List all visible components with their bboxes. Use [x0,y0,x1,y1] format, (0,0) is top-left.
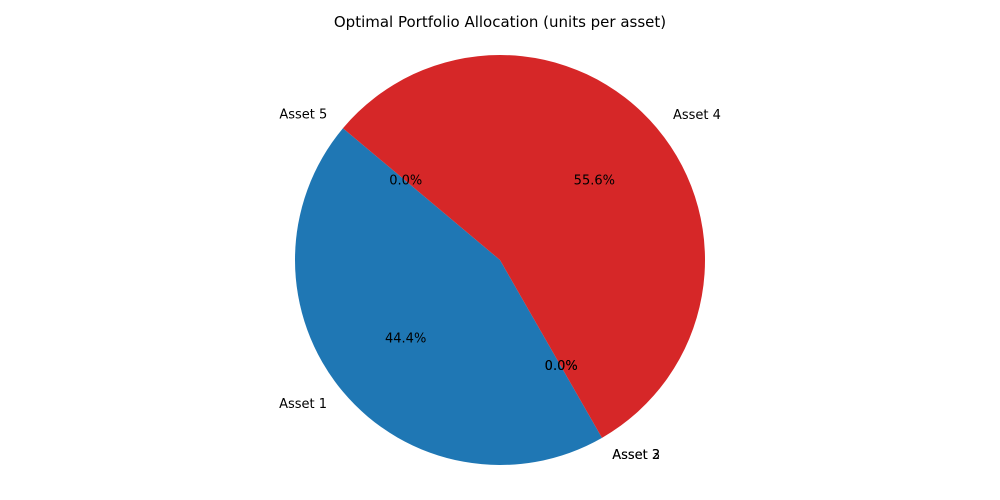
pie-slice-4 [342,54,705,438]
slice-percent-5: 0.0% [389,173,422,188]
chart-title: Optimal Portfolio Allocation (units per … [334,13,666,31]
slice-label-5: Asset 5 [279,108,327,123]
slice-percent-4: 55.6% [574,174,615,189]
slice-label-1: Asset 1 [279,397,327,412]
slice-percent-3: 0.0% [545,359,578,374]
slice-label-3: Asset 3 [612,448,660,463]
slice-label-2: Asset 2 [612,448,660,463]
pie-labels: Asset 1 44.4% Asset 2 0.0% Asset 3 0.0% Asset … [279,108,721,464]
pie-slices [295,54,705,465]
slice-label-4: Asset 4 [673,108,721,123]
pie-slice-1 [295,128,603,465]
slice-percent-1: 44.4% [385,331,426,346]
slice-percent-2: 0.0% [545,359,578,374]
